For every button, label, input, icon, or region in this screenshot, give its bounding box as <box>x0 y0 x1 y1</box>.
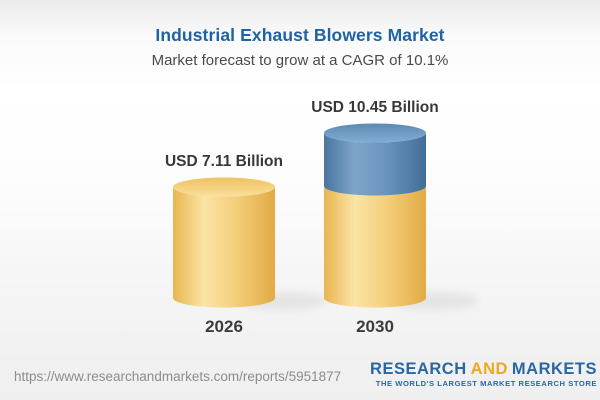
bar-2026-top-face <box>173 177 275 197</box>
bar-2026-side <box>173 187 275 308</box>
bar-2030-top-face <box>324 123 426 143</box>
value-label-2026: USD 7.11 Billion <box>164 153 283 170</box>
logo-word-markets: MARKETS <box>511 360 597 378</box>
logo-tagline: THE WORLD'S LARGEST MARKET RESEARCH STOR… <box>375 379 597 389</box>
logo-wordmark: RESEARCH AND MARKETS <box>370 360 597 378</box>
bar-2030-growth-segment <box>324 133 426 196</box>
page-title: Industrial Exhaust Blowers Market <box>155 25 445 45</box>
category-label-2026: 2026 <box>205 317 243 336</box>
report-url: https://www.researchandmarkets.com/repor… <box>14 369 342 384</box>
value-label-2030: USD 10.45 Billion <box>311 99 439 116</box>
logo-word-and: AND <box>470 360 508 378</box>
bar-2030 <box>324 123 479 310</box>
logo-word-research: RESEARCH <box>370 360 467 378</box>
research-and-markets-logo: RESEARCH AND MARKETS THE WORLD'S LARGEST M… <box>370 360 597 389</box>
category-label-2030: 2030 <box>356 317 394 336</box>
bar-2030-base-segment <box>324 186 426 308</box>
bar-2026 <box>173 177 328 310</box>
page-subtitle: Market forecast to grow at a CAGR of 10.… <box>151 52 449 69</box>
